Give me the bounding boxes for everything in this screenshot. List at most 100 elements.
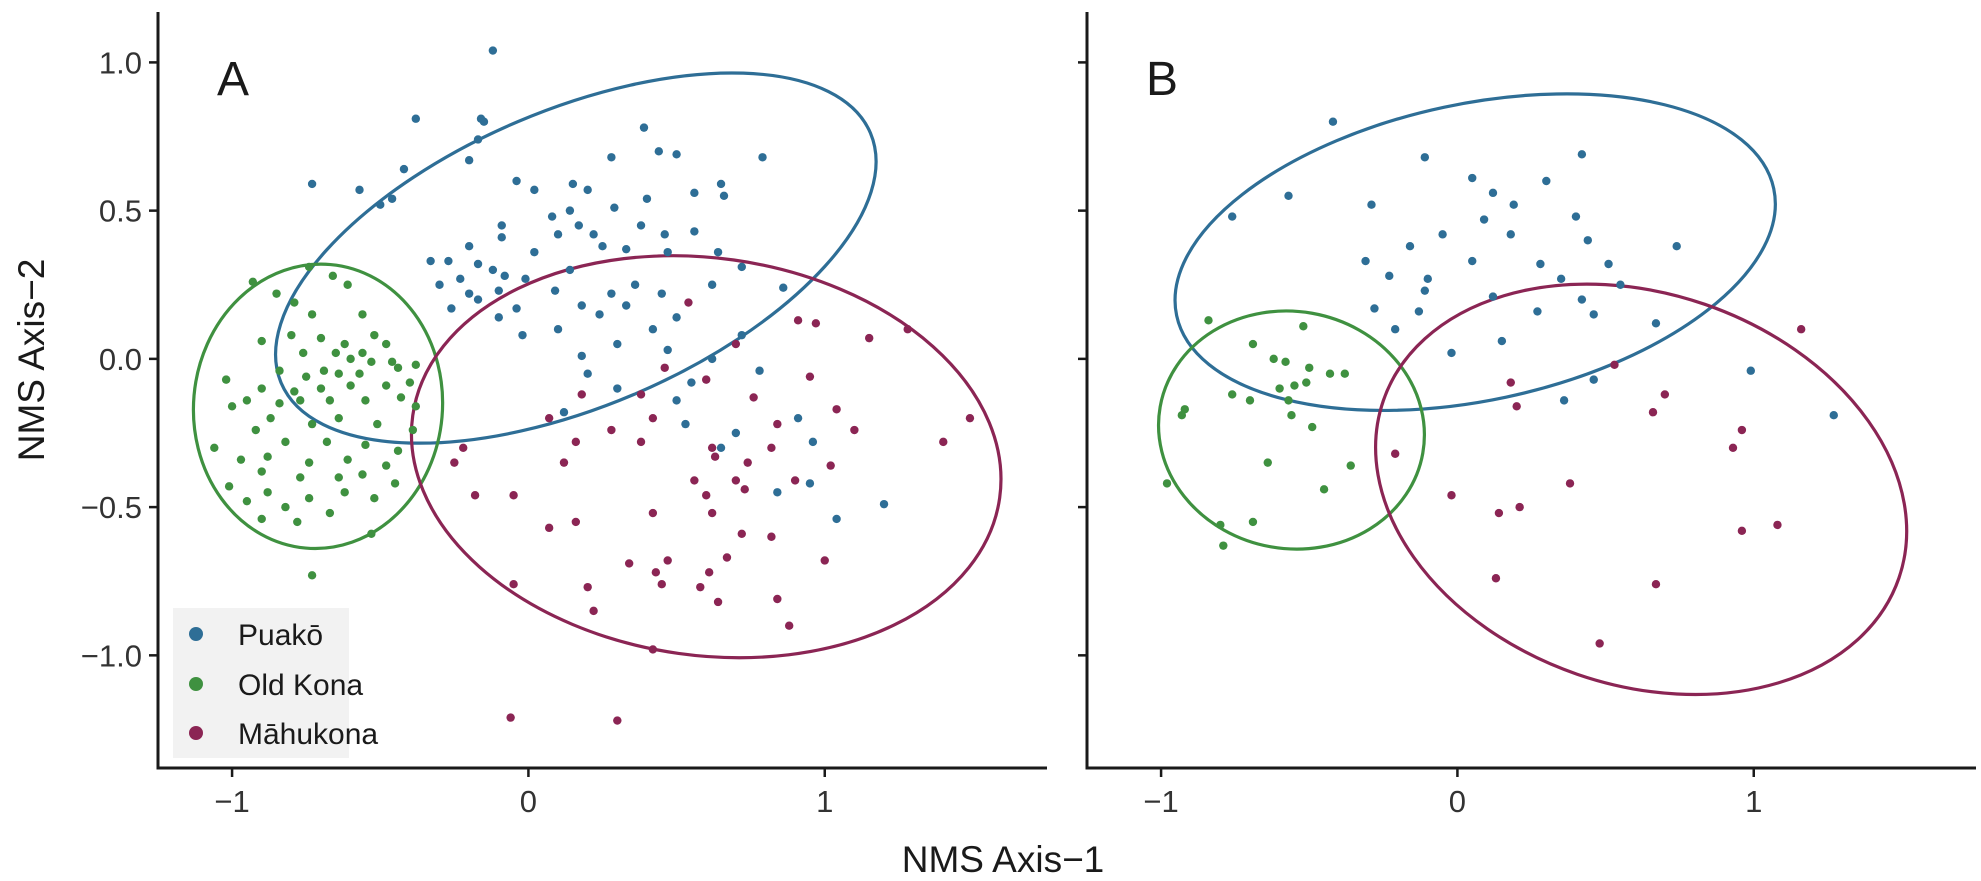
panel-a-mahukona-point bbox=[702, 375, 711, 384]
panel-a-puako-point bbox=[497, 221, 506, 230]
panel-a-mahukona-point bbox=[544, 413, 554, 423]
panel-b-old-kona-point bbox=[1287, 411, 1296, 420]
panel-a-mahukona-point bbox=[903, 325, 912, 334]
panel-a-old-kona-point bbox=[322, 437, 332, 447]
panel-a-old-kona-point bbox=[370, 494, 379, 503]
panel-b-puako-point bbox=[1533, 307, 1542, 316]
panel-b-old-kona-point bbox=[1216, 520, 1225, 530]
panel-a-puako-point bbox=[583, 185, 592, 195]
y-axis-title: NMS Axis−2 bbox=[11, 259, 52, 462]
y-tick-label: 0.0 bbox=[99, 342, 142, 377]
panel-a-mahukona-point bbox=[743, 458, 752, 467]
panel-a-puako-point bbox=[473, 259, 483, 269]
panel-a-old-kona-point bbox=[381, 339, 391, 349]
panel-a-mahukona-point bbox=[559, 458, 569, 467]
panel-a-old-kona-point bbox=[319, 366, 329, 375]
panel-a-label: A bbox=[217, 53, 249, 106]
legend-key-mahukona bbox=[189, 726, 203, 740]
panel-a-mahukona-point bbox=[509, 491, 518, 500]
panel-a-old-kona-point bbox=[387, 357, 397, 367]
panel-b-points bbox=[1162, 117, 1838, 648]
panel-a-puako-point bbox=[464, 289, 474, 298]
panel-a-old-kona-point bbox=[393, 363, 403, 372]
panel-a-puako-point bbox=[387, 194, 397, 203]
panel-a-mahukona-point bbox=[737, 529, 746, 538]
panel-a-mahukona-point bbox=[696, 582, 705, 592]
panel-b-old-kona-point bbox=[1248, 339, 1258, 349]
panel-a-puako-point bbox=[648, 325, 658, 334]
panel-a-puako-point bbox=[755, 366, 764, 375]
panel-a-x-tick-label: −1 bbox=[214, 784, 249, 819]
panel-a-puako-point bbox=[447, 304, 456, 313]
legend: Puakō Old Kona Māhukona bbox=[173, 608, 378, 758]
panel-a-old-kona-point bbox=[325, 508, 335, 518]
panel-a-mahukona-point bbox=[767, 532, 776, 541]
panel-a-puako-point bbox=[687, 378, 696, 387]
panel-b-puako-point bbox=[1506, 230, 1515, 239]
y-tick-label: −0.5 bbox=[81, 490, 142, 525]
panel-a-puako-ellipse bbox=[273, 71, 878, 445]
panel-b-old-kona-point bbox=[1204, 316, 1213, 325]
panel-a-mahukona-point bbox=[577, 390, 586, 399]
panel-a-old-kona-point bbox=[224, 482, 234, 491]
panel-a-puako-point bbox=[488, 46, 498, 55]
panel-a-old-kona-point bbox=[340, 339, 349, 349]
panel-a-mahukona-point bbox=[648, 645, 658, 654]
panel-a-old-kona-point bbox=[257, 384, 266, 393]
panel-a-old-kona-point bbox=[304, 262, 314, 272]
panel-a-puako-point bbox=[622, 244, 631, 254]
panel-a-mahukona-point bbox=[793, 316, 803, 325]
panel-a-mahukona-point bbox=[509, 579, 518, 589]
panel-a-old-kona-point bbox=[346, 381, 355, 390]
panel-a-old-kona-point bbox=[367, 357, 376, 367]
panel-b-puako-point bbox=[1542, 176, 1551, 186]
panel-a-old-kona-point bbox=[304, 458, 314, 467]
panel-a-puako-point bbox=[779, 283, 788, 292]
panel-a-old-kona-point bbox=[367, 529, 376, 538]
panel-a-mahukona-point bbox=[636, 390, 646, 399]
panel-a-puako-point bbox=[642, 194, 652, 203]
panel-a-puako-point bbox=[565, 265, 575, 275]
panel-a-puako-point bbox=[553, 325, 563, 334]
panel-b-puako-point bbox=[1447, 348, 1456, 358]
panel-b-puako-point bbox=[1361, 256, 1370, 266]
panel-b-old-kona-point bbox=[1248, 517, 1258, 527]
panel-b-mahukona-point bbox=[1648, 408, 1658, 417]
panel-b-axes: −1 0 1 bbox=[1078, 12, 1976, 819]
panel-a-puako-point bbox=[583, 369, 592, 378]
panel-b-puako-point bbox=[1468, 173, 1477, 183]
panel-b-puako-point bbox=[1509, 200, 1518, 209]
panel-a-mahukona-point bbox=[663, 556, 672, 565]
panel-a-mahukona-point bbox=[722, 553, 732, 562]
panel-a-puako-point bbox=[737, 262, 746, 272]
panel-b-puako-point bbox=[1468, 256, 1477, 266]
panel-a-puako-point bbox=[435, 280, 444, 289]
panel-b-old-kona-point bbox=[1219, 541, 1228, 550]
panel-a-puako-point bbox=[731, 428, 741, 438]
panel-a-old-kona-point bbox=[381, 381, 391, 390]
panel-b-mahukona-point bbox=[1651, 579, 1661, 589]
panel-a-puako-point bbox=[574, 221, 583, 230]
panel-b-puako-ellipse bbox=[1173, 92, 1777, 413]
panel-a-puako-point bbox=[521, 274, 530, 284]
panel-b-puako-point bbox=[1423, 274, 1432, 284]
panel-a-old-kona-point bbox=[266, 413, 275, 423]
panel-a-old-kona-point bbox=[316, 333, 326, 343]
panel-a-mahukona-point bbox=[811, 319, 821, 328]
panel-a-old-kona-point bbox=[307, 310, 317, 319]
panel-b-puako-point bbox=[1367, 200, 1376, 209]
panel-b-mahukona-point bbox=[1773, 520, 1782, 530]
panel-b-puako-point bbox=[1559, 396, 1569, 405]
panel-a-old-kona-point bbox=[334, 413, 343, 423]
panel-b-old-kona-point bbox=[1290, 381, 1299, 390]
panel-a-mahukona-point bbox=[731, 339, 741, 349]
panel-a-puako-point bbox=[464, 156, 474, 165]
panel-a-old-kona-point bbox=[221, 375, 231, 384]
panel-b-old-kona-point bbox=[1308, 422, 1317, 432]
panel-a-old-kona-ellipse bbox=[191, 262, 445, 551]
panel-a-puako-point bbox=[518, 330, 527, 340]
panel-a-old-kona-point bbox=[361, 440, 370, 450]
panel-a-mahukona-point bbox=[589, 606, 598, 616]
panel-a-puako-point bbox=[399, 164, 409, 174]
panel-a-puako-point bbox=[672, 150, 681, 159]
